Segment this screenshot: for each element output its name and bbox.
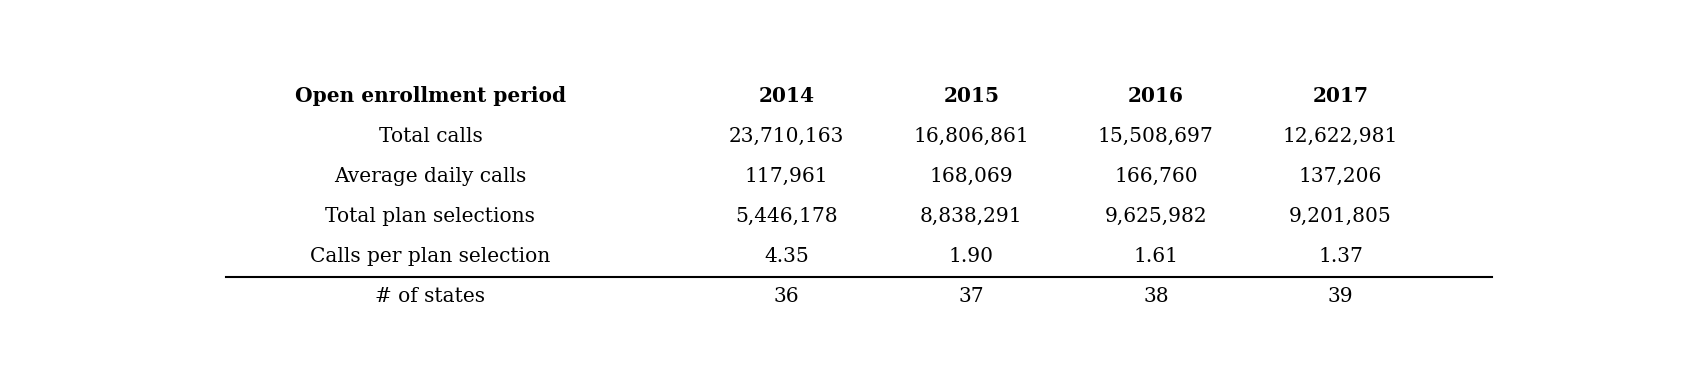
Text: Open enrollment period: Open enrollment period — [294, 86, 567, 106]
Text: 15,508,697: 15,508,697 — [1098, 127, 1214, 146]
Text: Total calls: Total calls — [378, 127, 482, 146]
Text: 23,710,163: 23,710,163 — [728, 127, 844, 146]
Text: 12,622,981: 12,622,981 — [1283, 127, 1399, 146]
Text: 2015: 2015 — [943, 86, 999, 106]
Text: 9,625,982: 9,625,982 — [1105, 207, 1207, 226]
Text: 37: 37 — [958, 287, 984, 306]
Text: Total plan selections: Total plan selections — [325, 207, 536, 226]
Text: 117,961: 117,961 — [745, 167, 829, 186]
Text: # of states: # of states — [376, 287, 485, 306]
Text: 9,201,805: 9,201,805 — [1288, 207, 1392, 226]
Text: 36: 36 — [774, 287, 800, 306]
Text: 38: 38 — [1144, 287, 1169, 306]
Text: 166,760: 166,760 — [1115, 167, 1198, 186]
Text: 137,206: 137,206 — [1299, 167, 1382, 186]
Text: 4.35: 4.35 — [764, 247, 808, 266]
Text: 1.37: 1.37 — [1317, 247, 1363, 266]
Text: 168,069: 168,069 — [929, 167, 1013, 186]
Text: 2016: 2016 — [1128, 86, 1185, 106]
Text: 16,806,861: 16,806,861 — [914, 127, 1030, 146]
Text: 1.90: 1.90 — [948, 247, 994, 266]
Text: 5,446,178: 5,446,178 — [735, 207, 837, 226]
Text: 2017: 2017 — [1312, 86, 1368, 106]
Text: 8,838,291: 8,838,291 — [919, 207, 1023, 226]
Text: 2014: 2014 — [759, 86, 815, 106]
Text: Calls per plan selection: Calls per plan selection — [310, 247, 550, 266]
Text: 39: 39 — [1328, 287, 1353, 306]
Text: 1.61: 1.61 — [1134, 247, 1178, 266]
Text: Average daily calls: Average daily calls — [334, 167, 526, 186]
